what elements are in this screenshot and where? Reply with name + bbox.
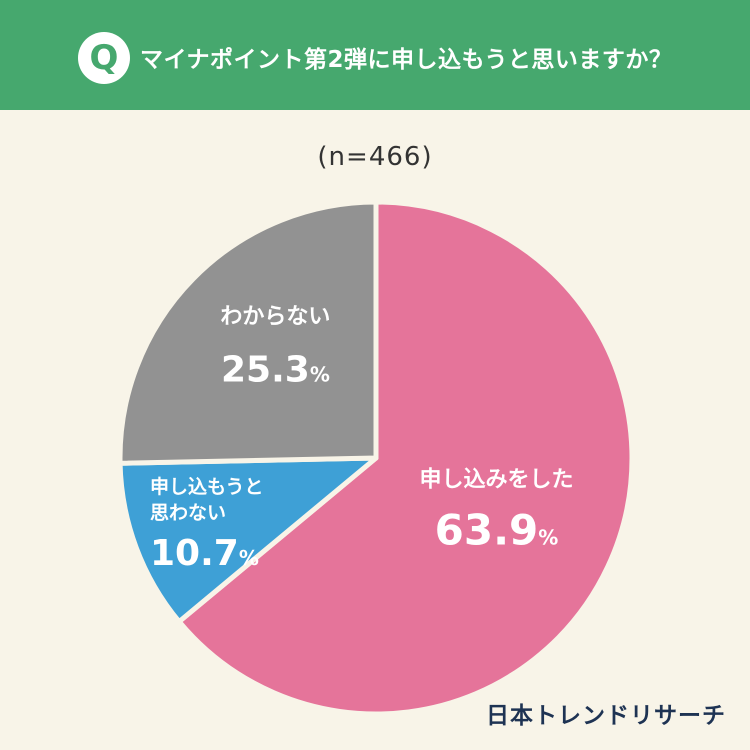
slice-category-label: 申し込みをした (420, 468, 574, 493)
question-title: マイナポイント第2弾に申し込もうと思いますか？ (140, 47, 673, 73)
q-badge-icon: Q (78, 32, 130, 84)
brand-logo: 日本トレンドリサーチ (486, 703, 726, 729)
slice-category-label: わからない (220, 304, 330, 329)
slice-value-label: 25.3% (221, 349, 330, 390)
slice-value-label: 10.7% (150, 533, 259, 574)
slice-category-label: 思わない (150, 502, 226, 524)
slice-value-label: 63.9% (435, 506, 559, 555)
sample-size-label: (n=466) (317, 142, 433, 172)
question-header: Q マイナポイント第2弾に申し込もうと思いますか？ (0, 0, 750, 110)
slice-label-group: 申し込みをした 63.9% (420, 468, 574, 555)
pie-slice (176, 199, 635, 717)
pie-slice (117, 455, 379, 625)
slice-category-label: 申し込もうと (150, 475, 263, 498)
slice-label-group: わからない 25.3% (220, 304, 330, 390)
pie-slice (117, 199, 379, 466)
